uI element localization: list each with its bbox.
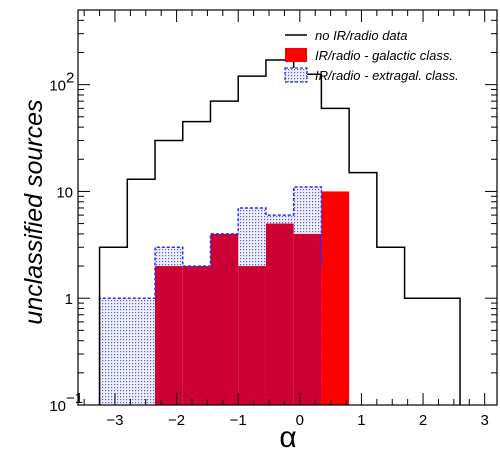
galactic-bar — [155, 266, 183, 405]
extragal-outline — [98, 186, 323, 405]
y-tick-label: 10 — [49, 78, 66, 95]
extragal-bar — [127, 298, 156, 405]
galactic-bar — [182, 266, 211, 405]
y-tick-exponent: 2 — [66, 70, 74, 87]
x-tick-label: −3 — [106, 412, 123, 429]
x-tick-label: −2 — [168, 412, 185, 429]
x-tick-label: 2 — [419, 412, 427, 429]
galactic-bar — [238, 266, 266, 405]
galactic-bar — [265, 223, 294, 405]
galactic-bar — [321, 191, 350, 405]
x-tick-label: 0 — [296, 412, 304, 429]
y-tick-label: 10 — [56, 184, 73, 201]
legend-swatch-galactic — [285, 48, 307, 62]
x-axis-title: α — [279, 421, 296, 454]
y-tick-label: 1 — [65, 291, 73, 308]
y-axis-title: unclassified sources — [20, 99, 48, 324]
x-tick-label: 1 — [357, 412, 365, 429]
no-ir-outline — [98, 59, 461, 405]
legend-swatch-extragal — [284, 67, 308, 83]
y-tick-label: 10 — [49, 398, 66, 415]
legend-label: IR/radio - galactic class. — [315, 48, 453, 63]
legend-label: no IR/radio data — [315, 28, 408, 43]
x-tick-label: −1 — [230, 412, 247, 429]
galactic-bar — [293, 233, 322, 405]
y-tick-exponent: −1 — [66, 390, 83, 407]
legend-label: IR/radio - extragal. class. — [315, 68, 459, 83]
extragal-bar — [99, 298, 128, 405]
x-tick-label: 3 — [481, 412, 489, 429]
galactic-bar — [210, 233, 239, 405]
